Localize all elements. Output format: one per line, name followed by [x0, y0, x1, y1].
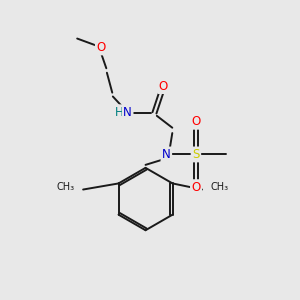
Text: S: S [192, 148, 200, 161]
Text: N: N [123, 106, 132, 119]
Text: O: O [96, 41, 106, 54]
Text: O: O [191, 115, 201, 128]
Text: O: O [191, 181, 201, 194]
Text: N: N [162, 148, 171, 161]
Text: O: O [159, 80, 168, 93]
Text: CH₃: CH₃ [57, 182, 75, 192]
Text: CH₃: CH₃ [210, 182, 229, 192]
Text: H: H [115, 106, 124, 119]
